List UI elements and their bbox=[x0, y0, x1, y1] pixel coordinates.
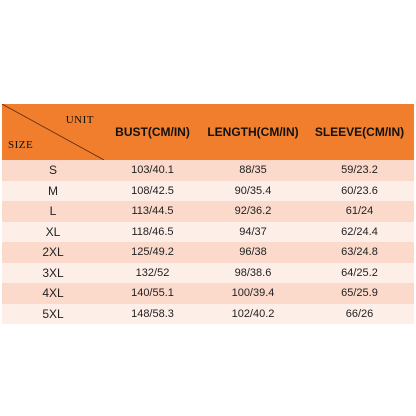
bust-cell: 103/40.1 bbox=[104, 160, 201, 181]
length-cell: 100/39.4 bbox=[201, 283, 305, 304]
size-cell: M bbox=[2, 180, 104, 201]
bust-cell: 132/52 bbox=[104, 262, 201, 283]
table-row: M 108/42.5 90/35.4 60/23.6 bbox=[2, 180, 414, 201]
table-row: 5XL 148/58.3 102/40.2 66/26 bbox=[2, 303, 414, 324]
corner-unit-label: UNIT bbox=[65, 114, 94, 126]
bust-cell: 118/46.5 bbox=[104, 221, 201, 242]
header-row: UNIT SIZE BUST(CM/IN) LENGTH(CM/IN) SLEE… bbox=[2, 104, 414, 160]
length-cell: 88/35 bbox=[201, 160, 305, 181]
size-cell: 3XL bbox=[2, 262, 104, 283]
table-row: 2XL 125/49.2 96/38 63/24.8 bbox=[2, 242, 414, 263]
sleeve-cell: 60/23.6 bbox=[305, 180, 414, 201]
length-cell: 102/40.2 bbox=[201, 303, 305, 324]
size-cell: 5XL bbox=[2, 303, 104, 324]
sleeve-cell: 61/24 bbox=[305, 201, 414, 222]
table-row: L 113/44.5 92/36.2 61/24 bbox=[2, 201, 414, 222]
bust-cell: 148/58.3 bbox=[104, 303, 201, 324]
table-row: 3XL 132/52 98/38.6 64/25.2 bbox=[2, 262, 414, 283]
sleeve-cell: 63/24.8 bbox=[305, 242, 414, 263]
size-cell: 2XL bbox=[2, 242, 104, 263]
size-cell: 4XL bbox=[2, 283, 104, 304]
bust-cell: 140/55.1 bbox=[104, 283, 201, 304]
bust-cell: 113/44.5 bbox=[104, 201, 201, 222]
bust-cell: 108/42.5 bbox=[104, 180, 201, 201]
length-cell: 96/38 bbox=[201, 242, 305, 263]
sleeve-cell: 59/23.2 bbox=[305, 160, 414, 181]
column-header-sleeve: SLEEVE(CM/IN) bbox=[305, 104, 414, 160]
corner-cell: UNIT SIZE bbox=[2, 104, 104, 160]
length-cell: 92/36.2 bbox=[201, 201, 305, 222]
table-row: 4XL 140/55.1 100/39.4 65/25.9 bbox=[2, 283, 414, 304]
size-cell: XL bbox=[2, 221, 104, 242]
corner-size-label: SIZE bbox=[8, 139, 34, 151]
sleeve-cell: 65/25.9 bbox=[305, 283, 414, 304]
corner-diagonal-line bbox=[2, 104, 104, 160]
length-cell: 98/38.6 bbox=[201, 262, 305, 283]
size-cell: S bbox=[2, 160, 104, 181]
length-cell: 94/37 bbox=[201, 221, 305, 242]
bust-cell: 125/49.2 bbox=[104, 242, 201, 263]
column-header-length: LENGTH(CM/IN) bbox=[201, 104, 305, 160]
sleeve-cell: 66/26 bbox=[305, 303, 414, 324]
table-row: XL 118/46.5 94/37 62/24.4 bbox=[2, 221, 414, 242]
size-chart-table: UNIT SIZE BUST(CM/IN) LENGTH(CM/IN) SLEE… bbox=[2, 104, 414, 324]
sleeve-cell: 62/24.4 bbox=[305, 221, 414, 242]
sleeve-cell: 64/25.2 bbox=[305, 262, 414, 283]
column-header-bust: BUST(CM/IN) bbox=[104, 104, 201, 160]
length-cell: 90/35.4 bbox=[201, 180, 305, 201]
table-row: S 103/40.1 88/35 59/23.2 bbox=[2, 160, 414, 181]
size-cell: L bbox=[2, 201, 104, 222]
